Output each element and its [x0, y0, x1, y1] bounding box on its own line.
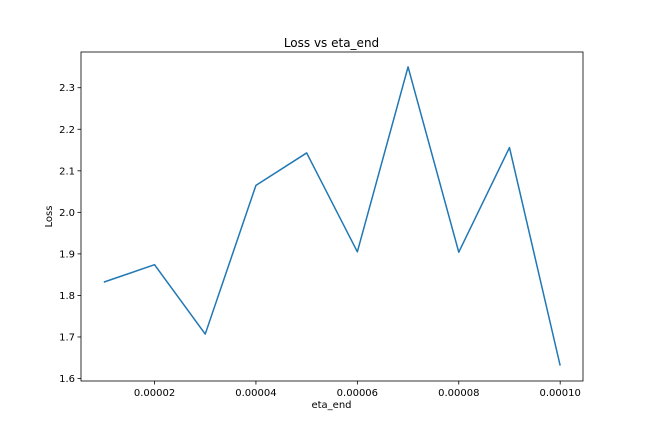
- y-tick-label: 2.3: [59, 83, 75, 94]
- y-tick-label: 1.9: [59, 249, 75, 260]
- x-tick-label: 0.00004: [235, 388, 276, 399]
- plot-frame: [81, 52, 583, 381]
- x-axis-label: eta_end: [311, 400, 351, 411]
- y-axis: 1.6 1.7 1.8 1.9 2.0 2.1 2.2 2.3: [59, 83, 81, 385]
- y-tick-label: 1.6: [59, 374, 75, 385]
- chart-title: Loss vs eta_end: [284, 36, 379, 50]
- y-tick-label: 1.7: [59, 332, 75, 343]
- y-axis-label: Loss: [44, 206, 55, 228]
- x-tick-label: 0.00002: [134, 388, 175, 399]
- x-tick-label: 0.00006: [337, 388, 378, 399]
- x-tick-label: 0.00008: [438, 388, 479, 399]
- y-tick-label: 2.0: [59, 208, 75, 219]
- x-axis: 0.00002 0.00004 0.00006 0.00008 0.00010: [134, 381, 581, 399]
- x-tick-label: 0.00010: [540, 388, 581, 399]
- y-tick-label: 2.1: [59, 166, 75, 177]
- series-line: [104, 67, 560, 366]
- y-tick-label: 1.8: [59, 291, 75, 302]
- y-tick-label: 2.2: [59, 125, 75, 136]
- plot-area: [81, 52, 583, 381]
